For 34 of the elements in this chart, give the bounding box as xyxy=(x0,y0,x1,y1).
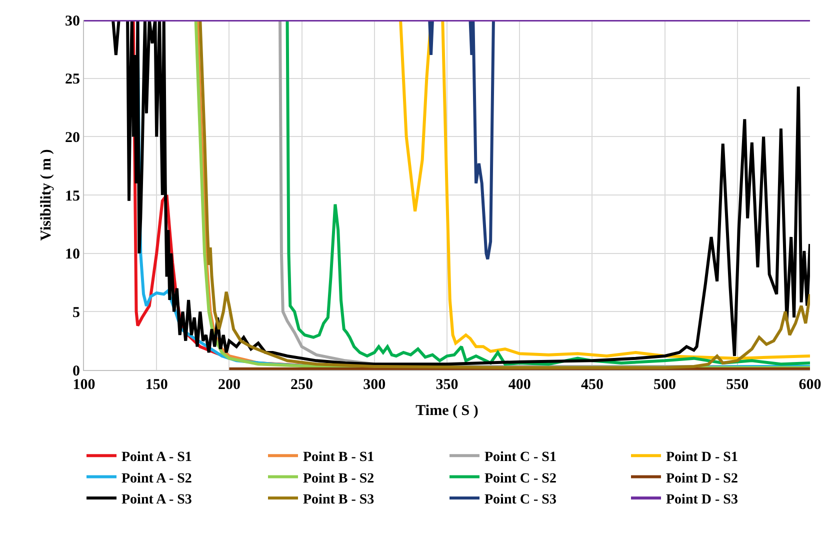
x-tick-label: 300 xyxy=(363,377,386,393)
y-tick-label: 10 xyxy=(65,246,80,263)
y-tick-label: 30 xyxy=(65,13,80,30)
legend-label: Point B - S3 xyxy=(303,492,374,508)
x-tick-label: 100 xyxy=(72,377,96,393)
legend-label: Point B - S2 xyxy=(303,471,374,486)
x-tick-label: 450 xyxy=(580,377,604,393)
legend-label: Point B - S1 xyxy=(303,450,374,466)
y-axis-title: Visibility ( m ) xyxy=(38,149,54,241)
line-series xyxy=(399,20,810,360)
y-tick-label: 20 xyxy=(65,130,80,146)
x-axis-title: Time ( S ) xyxy=(416,403,478,419)
x-tick-label: 250 xyxy=(290,377,314,393)
legend-label: Point C - S1 xyxy=(484,450,556,466)
legend-label: Point C - S2 xyxy=(484,471,556,486)
legend-label: Point D - S1 xyxy=(666,450,738,466)
legend-label: Point C - S3 xyxy=(484,492,556,508)
y-tick-label: 15 xyxy=(65,188,80,204)
legend-label: Point D - S3 xyxy=(666,492,738,508)
x-tick-label: 600 xyxy=(798,377,822,393)
x-tick-label: 550 xyxy=(726,377,749,393)
y-tick-label: 0 xyxy=(72,363,80,380)
legend-label: Point A - S1 xyxy=(122,450,192,466)
legend-label: Point A - S2 xyxy=(122,471,192,486)
x-tick-label: 350 xyxy=(436,377,458,393)
y-tick-label: 5 xyxy=(72,304,80,321)
x-tick-label: 150 xyxy=(145,377,168,393)
legend-label: Point A - S3 xyxy=(122,492,192,508)
x-tick-label: 500 xyxy=(654,377,676,393)
line-series xyxy=(428,20,495,261)
y-tick-label: 25 xyxy=(65,72,80,88)
x-tick-label: 200 xyxy=(218,377,240,393)
x-tick-label: 400 xyxy=(508,377,531,393)
legend-label: Point D - S2 xyxy=(666,471,738,486)
